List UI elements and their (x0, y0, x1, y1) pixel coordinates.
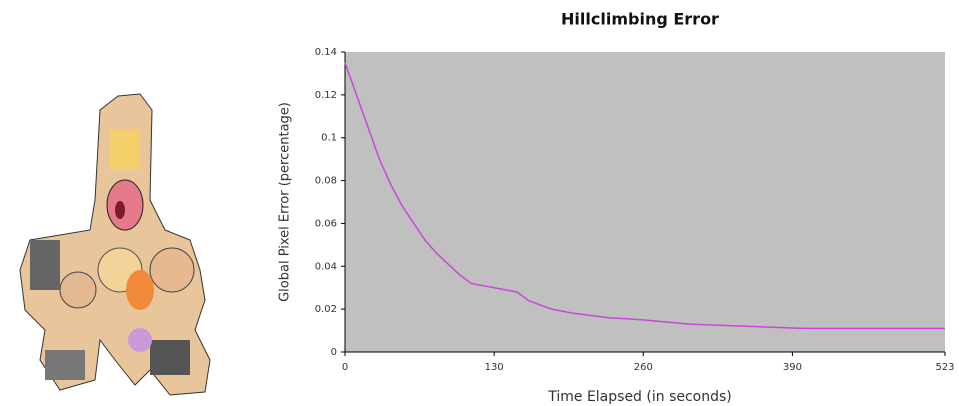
plot-background (345, 52, 945, 352)
error-line (344, 62, 945, 330)
y-tick-label: 0.06 (315, 218, 337, 229)
x-tick-label: 130 (485, 362, 504, 373)
collage-figure (19, 93, 211, 396)
chart-title: Hillclimbing Error (561, 10, 719, 29)
y-tick-label: 0 (331, 347, 337, 358)
y-tick-label: 0.14 (315, 47, 337, 58)
y-tick-label: 0.12 (315, 90, 337, 101)
y-axis-label: Global Pixel Error (percentage) (278, 102, 293, 302)
x-axis-label: Time Elapsed (in seconds) (547, 389, 732, 405)
x-tick-label: 0 (342, 362, 348, 373)
y-tick-label: 0.02 (315, 304, 337, 315)
y-tick-label: 0.04 (315, 261, 337, 272)
y-tick-label: 0.08 (315, 176, 337, 187)
x-tick-label: 260 (634, 362, 653, 373)
x-tick-label: 523 (935, 362, 954, 373)
x-tick-label: 390 (783, 362, 802, 373)
y-tick-label: 0.1 (321, 133, 337, 144)
